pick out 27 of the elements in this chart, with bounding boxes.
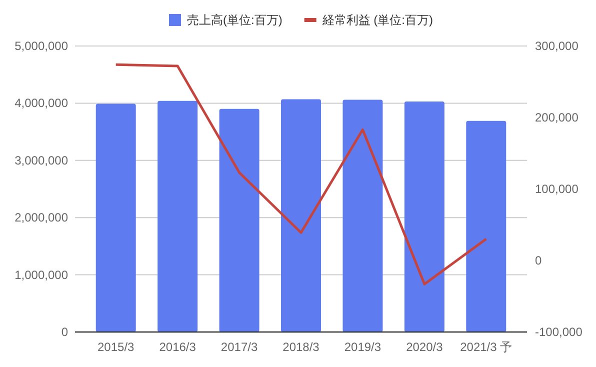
x-tick-label: 2018/3 (282, 340, 320, 354)
y-tick-label: 0 (61, 325, 68, 339)
x-tick-label: 2021/3 予 (460, 340, 512, 354)
y-tick-label: 1,000,000 (14, 268, 68, 282)
bar (281, 99, 321, 332)
x-tick-label: 2017/3 (220, 340, 258, 354)
bar (342, 100, 383, 332)
y-tick-label: 5,000,000 (14, 39, 68, 53)
y-tick-label: 4,000,000 (14, 96, 68, 110)
legend-label: 売上高(単位:百万) (187, 13, 282, 27)
y2-tick-label: 100,000 (535, 182, 579, 196)
x-tick-label: 2020/3 (406, 340, 444, 354)
bar (404, 101, 444, 332)
x-tick-label: 2016/3 (159, 340, 196, 354)
bar (158, 100, 198, 332)
bar (466, 120, 506, 332)
y2-tick-label: -100,000 (535, 325, 583, 339)
legend-label: 経常利益 (単位:百万) (321, 13, 433, 27)
bar (96, 104, 136, 332)
x-tick-label: 2015/3 (98, 340, 135, 354)
y2-tick-label: 200,000 (535, 110, 579, 124)
x-tick-label: 2019/3 (344, 340, 382, 354)
y-tick-label: 2,000,000 (14, 210, 68, 225)
y-tick-label: 3,000,000 (14, 153, 68, 168)
y2-tick-label: 0 (535, 254, 542, 268)
y2-tick-label: 300,000 (535, 39, 579, 53)
bar (219, 108, 260, 332)
